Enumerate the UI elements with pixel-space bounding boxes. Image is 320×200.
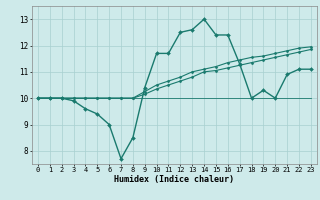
X-axis label: Humidex (Indice chaleur): Humidex (Indice chaleur) <box>115 175 234 184</box>
